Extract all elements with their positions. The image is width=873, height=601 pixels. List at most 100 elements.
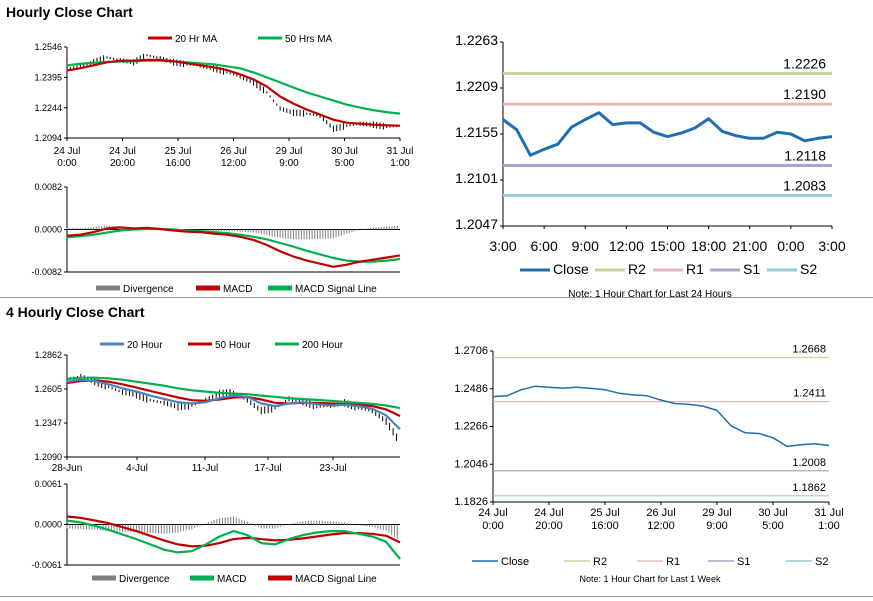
hourly-macd-y-tick-label: 0.0082 bbox=[34, 182, 62, 192]
hourly-levels-x-tick-label: 12:00 bbox=[609, 238, 644, 254]
four-hourly-levels-level-label-r2: 1.2668 bbox=[792, 344, 826, 356]
four-hourly-levels-level-label-s2: 1.1862 bbox=[792, 482, 826, 494]
hourly-levels-x-tick-label: 18:00 bbox=[691, 238, 726, 254]
four-hourly-levels-x-tick-label: 24 Jul bbox=[478, 507, 507, 519]
four-hourly-levels-y-tick-label: 1.2706 bbox=[454, 345, 488, 357]
hourly-price-x-tick-label: 16:00 bbox=[165, 158, 190, 169]
four-hourly-price-legend-label-50-hour: 50 Hour bbox=[215, 340, 251, 351]
four-hourly-section-title: 4 Hourly Close Chart bbox=[6, 304, 145, 320]
hourly-price-x-tick-label: 26 Jul bbox=[220, 146, 247, 157]
four-hourly-price-x-tick-label: 17-Jul bbox=[254, 463, 281, 474]
hourly-price-x-tick-label: 24 Jul bbox=[54, 146, 81, 157]
four-hourly-macd-y-tick-label: 0.0000 bbox=[34, 520, 62, 530]
section-divider bbox=[0, 297, 873, 298]
hourly-levels-level-label-r2: 1.2226 bbox=[783, 56, 826, 72]
four-hourly-levels-x-tick-label: 12:00 bbox=[647, 520, 675, 532]
four-hourly-price-series-200-hour bbox=[66, 376, 401, 410]
four-hourly-levels-y-tick-label: 1.2266 bbox=[454, 421, 488, 433]
hourly-macd-legend-label-macd-signal-line: MACD Signal Line bbox=[295, 284, 377, 295]
four-hourly-price-legend-label-200-hour: 200 Hour bbox=[302, 340, 344, 351]
hourly-price-x-tick-label: 31 Jul bbox=[387, 146, 414, 157]
hourly-price-x-tick-label: 20:00 bbox=[110, 158, 135, 169]
hourly-levels-x-tick-label: 0:00 bbox=[777, 238, 804, 254]
hourly-price-x-tick-label: 5:00 bbox=[335, 158, 355, 169]
four-hourly-macd-y-tick-label: -0.0061 bbox=[31, 560, 62, 570]
four-hourly-price-x-tick-label: 4-Jul bbox=[126, 463, 148, 474]
hourly-macd-series-macd-signal-line bbox=[66, 227, 401, 263]
hourly-levels-y-tick-label: 1.2209 bbox=[455, 78, 498, 94]
hourly-price-x-tick-label: 25 Jul bbox=[165, 146, 192, 157]
hourly-macd-chart: 0.0082 0.0000 -0.0082 Divergence MACD MACD Si… bbox=[31, 182, 401, 295]
hourly-levels-x-tick-label: 3:00 bbox=[489, 238, 516, 254]
hourly-levels-legend-label-s1: S1 bbox=[743, 261, 760, 277]
hourly-levels-y-tick-label: 1.2155 bbox=[455, 124, 498, 140]
four-hourly-levels-x-tick-label: 29 Jul bbox=[702, 507, 731, 519]
hourly-price-y-tick-label: 1.2395 bbox=[34, 72, 62, 82]
hourly-levels-x-tick-label: 6:00 bbox=[531, 238, 558, 254]
four-hourly-macd-chart: 0.0061 0.0000 -0.0061 Divergence MACD MACD Si… bbox=[31, 479, 401, 585]
hourly-levels-legend-label-r2: R2 bbox=[628, 261, 646, 277]
four-hourly-macd-legend-label-macd-signal-line: MACD Signal Line bbox=[295, 574, 377, 585]
four-hourly-macd-legend-label-macd: MACD bbox=[217, 574, 246, 585]
hourly-price-x-tick-label: 24 Jul bbox=[109, 146, 136, 157]
four-hourly-levels-x-tick-label: 26 Jul bbox=[646, 507, 675, 519]
four-hourly-levels-y-tick-label: 1.2046 bbox=[454, 458, 488, 470]
hourly-macd-legend-label-macd: MACD bbox=[223, 284, 252, 295]
hourly-price-x-tick-label: 1:00 bbox=[390, 158, 410, 169]
hourly-price-y-tick-label: 1.2244 bbox=[34, 103, 62, 113]
hourly-levels-y-tick-label: 1.2263 bbox=[455, 32, 498, 48]
hourly-price-y-tick-label: 1.2094 bbox=[34, 133, 62, 143]
four-hourly-levels-x-tick-label: 24 Jul bbox=[534, 507, 563, 519]
four-hourly-levels-x-tick-label: 1:00 bbox=[818, 520, 839, 532]
four-hourly-price-y-tick-label: 1.2862 bbox=[34, 350, 62, 360]
four-hourly-macd-series-macd-signal-line bbox=[66, 515, 401, 548]
hourly-levels-legend-label-close: Close bbox=[553, 261, 589, 277]
four-hourly-levels-legend-label-s1: S1 bbox=[737, 556, 750, 568]
four-hourly-macd-y-tick-label: 0.0061 bbox=[34, 479, 62, 489]
four-hourly-levels-note: Note: 1 Hour Chart for Last 1 Week bbox=[580, 574, 721, 584]
hourly-price-x-tick-label: 9:00 bbox=[279, 158, 299, 169]
four-hourly-levels-legend-label-r2: R2 bbox=[593, 556, 607, 568]
hourly-price-series-20-hr-ma bbox=[66, 58, 401, 127]
hourly-levels-level-label-s2: 1.2083 bbox=[783, 177, 826, 193]
four-hourly-levels-x-tick-label: 20:00 bbox=[535, 520, 563, 532]
four-hourly-price-y-tick-label: 1.2347 bbox=[34, 418, 62, 428]
hourly-levels-level-label-s1: 1.2118 bbox=[784, 148, 826, 164]
four-hourly-levels-x-tick-label: 31 Jul bbox=[814, 507, 843, 519]
hourly-levels-y-tick-label: 1.2047 bbox=[455, 216, 498, 232]
four-hourly-price-x-tick-label: 11-Jul bbox=[192, 463, 219, 474]
four-hourly-price-series-20-hour bbox=[66, 378, 401, 431]
hourly-levels-legend-label-s2: S2 bbox=[800, 261, 817, 277]
four-hourly-levels-y-tick-label: 1.2486 bbox=[454, 383, 488, 395]
four-hourly-macd-series-macd bbox=[66, 519, 401, 560]
four-hourly-price-y-tick-label: 1.2090 bbox=[34, 452, 62, 462]
four-hourly-levels-y-tick-label: 1.1826 bbox=[454, 496, 488, 508]
four-hourly-levels-level-label-r1: 1.2411 bbox=[793, 388, 826, 400]
hourly-price-series-50-hrs-ma bbox=[66, 59, 401, 115]
four-hourly-levels-x-tick-label: 0:00 bbox=[482, 520, 503, 532]
four-hourly-price-x-tick-label: 28-Jun bbox=[52, 463, 83, 474]
four-hourly-price-x-tick-label: 23-Jul bbox=[319, 463, 346, 474]
hourly-macd-legend-label-divergence: Divergence bbox=[123, 284, 174, 295]
hourly-levels-x-tick-label: 9:00 bbox=[572, 238, 599, 254]
four-hourly-levels-x-tick-label: 5:00 bbox=[762, 520, 783, 532]
hourly-price-x-tick-label: 30 Jul bbox=[331, 146, 358, 157]
hourly-levels-level-label-r1: 1.2190 bbox=[783, 86, 826, 102]
hourly-price-y-tick-label: 1.2546 bbox=[34, 42, 62, 52]
hourly-levels-x-tick-label: 21:00 bbox=[732, 238, 767, 254]
hourly-levels-x-tick-label: 3:00 bbox=[818, 238, 845, 254]
hourly-levels-note: Note: 1 Hour Chart for Last 24 Hours bbox=[568, 289, 731, 300]
four-hourly-levels-legend-label-s2: S2 bbox=[815, 556, 828, 568]
hourly-macd-y-tick-label: 0.0000 bbox=[34, 225, 62, 235]
four-hourly-levels-x-tick-label: 25 Jul bbox=[590, 507, 619, 519]
hourly-levels-x-tick-label: 15:00 bbox=[650, 238, 685, 254]
hourly-macd-series-macd bbox=[66, 226, 401, 268]
hourly-levels-legend-label-r1: R1 bbox=[686, 261, 704, 277]
hourly-price-legend-label-50-hrs-ma: 50 Hrs MA bbox=[285, 34, 333, 45]
four-hourly-levels-x-tick-label: 30 Jul bbox=[758, 507, 787, 519]
hourly-price-x-tick-label: 29 Jul bbox=[276, 146, 303, 157]
hourly-price-legend-label-20-hr-ma: 20 Hr MA bbox=[175, 34, 218, 45]
